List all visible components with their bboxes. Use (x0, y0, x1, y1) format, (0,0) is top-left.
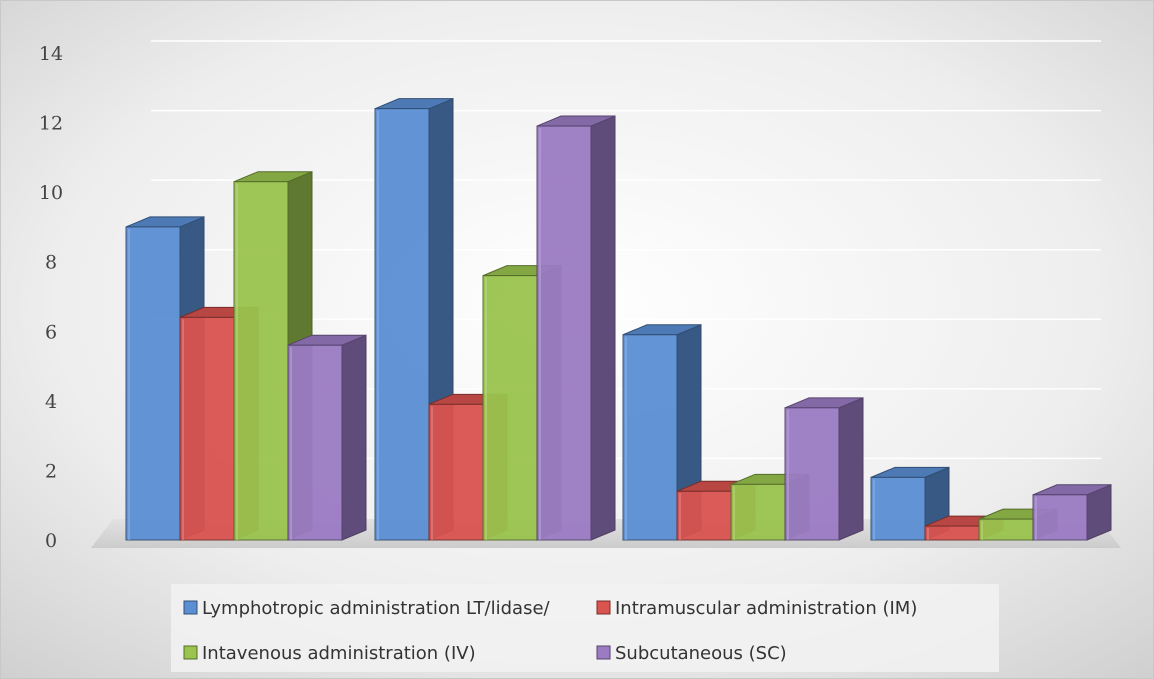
bar (1032, 484, 1112, 541)
y-tick-label: 14 (39, 43, 63, 65)
bar-front (622, 334, 678, 541)
bar-front (179, 316, 235, 541)
legend: Lymphotropic administration LT/lidase/In… (183, 598, 917, 664)
y-tick-label: 6 (45, 321, 57, 343)
legend-box (171, 584, 999, 672)
y-axis-ticks: 0 2 4 6 8 10 12 14 (39, 43, 63, 552)
bar-front (730, 483, 786, 541)
bar-front (374, 108, 430, 541)
bar (870, 466, 950, 541)
y-tick-label: 0 (45, 530, 57, 552)
bar (622, 324, 702, 541)
bar (536, 115, 616, 541)
bar-front (978, 518, 1034, 541)
bar (287, 334, 367, 541)
legend-swatch (596, 600, 611, 615)
bar-front (536, 125, 592, 541)
bar-front (125, 226, 181, 541)
bar-front (287, 344, 343, 541)
y-tick-label: 12 (39, 113, 63, 135)
legend-swatch (183, 600, 198, 615)
bar (784, 397, 864, 541)
bar-front (482, 275, 538, 541)
bar-side (838, 397, 864, 541)
legend-swatch (183, 645, 198, 660)
bar-front (784, 407, 840, 541)
bar-side (341, 334, 367, 541)
legend-label: Subcutaneous (SC) (615, 643, 787, 664)
bar-front (1032, 494, 1088, 541)
legend-item: Lymphotropic administration LT/lidase/ (183, 598, 551, 619)
legend-swatch (596, 645, 611, 660)
legend-item: Intavenous administration (IV) (183, 643, 476, 664)
legend-item: Intramuscular administration (IM) (596, 598, 917, 619)
bar-side (590, 115, 616, 541)
bar-front (676, 490, 732, 541)
legend-label: Intavenous administration (IV) (202, 643, 476, 664)
y-tick-label: 2 (45, 460, 57, 482)
bars (125, 97, 1112, 541)
legend-item: Subcutaneous (SC) (596, 643, 787, 664)
bar-front (924, 525, 980, 541)
bar-front (870, 476, 926, 541)
legend-label: Lymphotropic administration LT/lidase/ (202, 598, 551, 619)
bar-front (428, 403, 484, 541)
y-tick-label: 10 (39, 182, 63, 204)
legend-label: Intramuscular administration (IM) (615, 598, 917, 619)
y-tick-label: 8 (45, 252, 57, 274)
y-tick-label: 4 (45, 391, 57, 413)
bar-front (233, 181, 289, 541)
